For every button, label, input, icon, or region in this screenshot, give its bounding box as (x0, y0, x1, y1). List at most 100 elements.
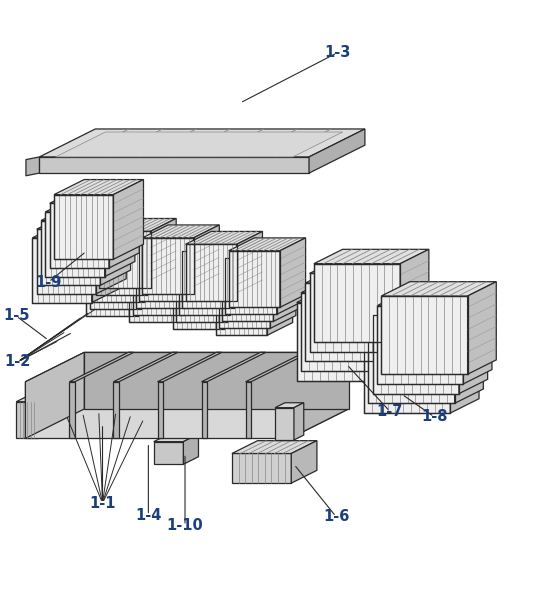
Polygon shape (202, 352, 266, 382)
Polygon shape (40, 157, 309, 173)
Polygon shape (275, 408, 294, 440)
Polygon shape (229, 250, 280, 307)
Polygon shape (275, 403, 304, 408)
Polygon shape (391, 269, 420, 361)
Polygon shape (232, 440, 317, 454)
Polygon shape (141, 240, 166, 309)
Polygon shape (133, 259, 184, 315)
Polygon shape (184, 246, 210, 315)
Polygon shape (190, 232, 216, 301)
Polygon shape (396, 259, 424, 352)
Polygon shape (113, 180, 144, 260)
Polygon shape (138, 246, 163, 316)
Text: 1-4: 1-4 (135, 508, 162, 523)
Polygon shape (267, 266, 293, 335)
Polygon shape (26, 157, 40, 176)
Polygon shape (468, 282, 496, 374)
Polygon shape (296, 288, 411, 302)
Polygon shape (86, 260, 138, 316)
Polygon shape (294, 403, 304, 440)
Polygon shape (246, 352, 310, 382)
Polygon shape (93, 246, 144, 302)
Polygon shape (229, 238, 306, 250)
Polygon shape (37, 214, 126, 229)
Polygon shape (222, 252, 299, 265)
Polygon shape (25, 352, 85, 439)
Polygon shape (180, 253, 207, 322)
Polygon shape (232, 454, 291, 483)
Polygon shape (373, 301, 488, 315)
Polygon shape (25, 352, 349, 382)
Polygon shape (176, 252, 253, 265)
Polygon shape (54, 195, 113, 260)
Polygon shape (25, 409, 349, 439)
Polygon shape (455, 311, 483, 404)
Polygon shape (136, 252, 187, 309)
Polygon shape (86, 246, 163, 260)
Polygon shape (222, 265, 274, 321)
Polygon shape (224, 260, 249, 329)
Polygon shape (69, 352, 134, 382)
Polygon shape (459, 301, 488, 394)
Polygon shape (41, 221, 100, 285)
Polygon shape (216, 279, 267, 335)
Polygon shape (364, 321, 479, 335)
Polygon shape (179, 246, 256, 258)
Text: 1-2: 1-2 (5, 355, 31, 369)
Polygon shape (305, 283, 391, 361)
Polygon shape (130, 253, 207, 266)
Polygon shape (96, 214, 126, 294)
Polygon shape (182, 251, 234, 308)
Polygon shape (183, 434, 198, 464)
Polygon shape (85, 352, 349, 409)
Polygon shape (296, 302, 383, 381)
Polygon shape (230, 246, 256, 315)
Polygon shape (280, 238, 306, 307)
Polygon shape (382, 296, 468, 374)
Polygon shape (227, 252, 253, 322)
Polygon shape (185, 244, 237, 301)
Polygon shape (172, 260, 249, 272)
Polygon shape (113, 382, 119, 439)
Polygon shape (25, 382, 289, 439)
Polygon shape (309, 273, 396, 352)
Polygon shape (202, 382, 207, 439)
Polygon shape (109, 188, 139, 268)
Polygon shape (100, 206, 131, 285)
Polygon shape (382, 282, 496, 296)
Polygon shape (185, 232, 262, 244)
Polygon shape (225, 258, 276, 315)
Polygon shape (301, 293, 387, 371)
Polygon shape (172, 272, 224, 329)
Polygon shape (305, 269, 420, 283)
Polygon shape (136, 239, 213, 252)
Polygon shape (54, 180, 144, 195)
Polygon shape (216, 266, 293, 279)
Polygon shape (33, 238, 92, 302)
Polygon shape (16, 387, 68, 402)
Polygon shape (176, 265, 227, 322)
Polygon shape (93, 232, 170, 246)
Text: 1-6: 1-6 (323, 509, 349, 524)
Polygon shape (143, 225, 220, 238)
Polygon shape (92, 223, 122, 302)
Polygon shape (151, 218, 176, 288)
Polygon shape (158, 352, 222, 382)
Polygon shape (113, 352, 178, 382)
Polygon shape (69, 382, 75, 439)
Polygon shape (450, 321, 479, 413)
Polygon shape (291, 440, 317, 483)
Polygon shape (369, 311, 483, 325)
Polygon shape (234, 238, 259, 308)
Polygon shape (373, 315, 459, 394)
Polygon shape (50, 188, 139, 203)
Polygon shape (99, 231, 151, 288)
Polygon shape (246, 382, 251, 439)
Polygon shape (89, 252, 141, 309)
Polygon shape (139, 245, 190, 301)
Polygon shape (33, 223, 122, 238)
Polygon shape (105, 197, 135, 276)
Polygon shape (38, 387, 68, 439)
Polygon shape (143, 238, 193, 295)
Text: 1-3: 1-3 (324, 45, 350, 61)
